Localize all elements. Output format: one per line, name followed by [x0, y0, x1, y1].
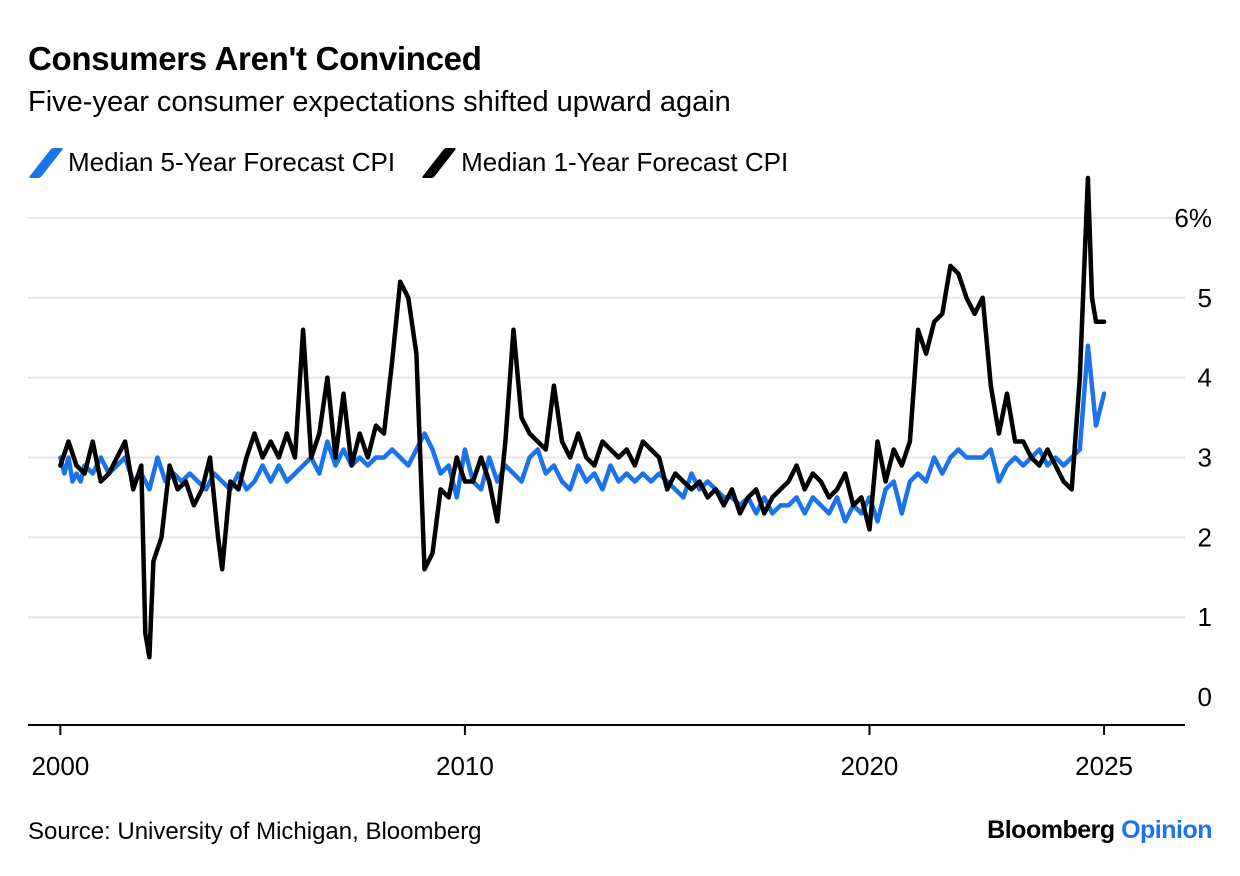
y-tick-label-1: 1 — [1198, 602, 1212, 632]
legend-item-1-year: Median 1-Year Forecast CPI — [421, 147, 788, 178]
chart-title: Consumers Aren't Convinced — [28, 40, 482, 77]
brand-accent: Opinion — [1121, 816, 1212, 844]
y-tick-label-4: 4 — [1198, 363, 1212, 393]
x-tick-label-0: 2000 — [31, 751, 89, 781]
series-lines — [58, 175, 1107, 660]
x-tick-label-2: 2020 — [841, 751, 899, 781]
legend-item-5-year: Median 5-Year Forecast CPI — [28, 147, 395, 178]
brand-logo: Bloomberg Opinion — [987, 816, 1212, 845]
source-note: Source: University of Michigan, Bloomber… — [28, 818, 482, 845]
legend-label-5-year: Median 5-Year Forecast CPI — [68, 147, 396, 177]
x-axis: 2000 2010 2020 2025 — [28, 724, 1185, 781]
y-tick-label-5: 5 — [1198, 283, 1212, 313]
legend-label-1-year: Median 1-Year Forecast CPI — [461, 147, 789, 177]
chart-legend: Median 5-Year Forecast CPI Median 1-Year… — [28, 147, 814, 178]
y-tick-label-2: 2 — [1198, 522, 1212, 552]
series-line-1-year — [58, 175, 1107, 660]
y-tick-label-3: 3 — [1198, 443, 1212, 473]
x-tick-label-3: 2025 — [1075, 751, 1133, 781]
y-tick-label-0: 0 — [1198, 682, 1212, 712]
brand-primary: Bloomberg — [987, 816, 1115, 844]
series-line-5-year — [58, 343, 1107, 524]
chart-subtitle: Five-year consumer expectations shifted … — [28, 86, 731, 118]
x-tick-label-1: 2010 — [436, 751, 494, 781]
y-tick-label-6: 6% — [1174, 203, 1212, 233]
y-axis-ticks: 0 1 2 3 4 5 6% — [1174, 203, 1212, 712]
